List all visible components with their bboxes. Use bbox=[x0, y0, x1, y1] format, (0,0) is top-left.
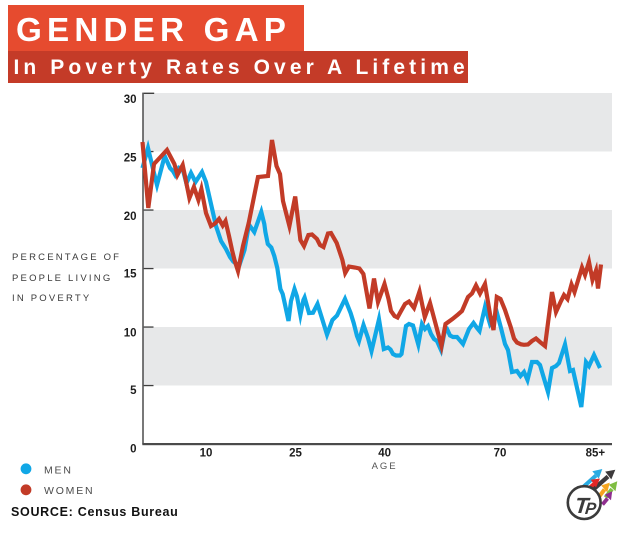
svg-text:25: 25 bbox=[289, 448, 302, 460]
svg-text:85+: 85+ bbox=[586, 448, 606, 460]
svg-text:0: 0 bbox=[130, 444, 136, 456]
svg-text:GENDER GAP: GENDER GAP bbox=[16, 12, 291, 49]
svg-text:SOURCE: Census Bureau: SOURCE: Census Bureau bbox=[11, 505, 179, 519]
svg-text:20: 20 bbox=[124, 211, 137, 223]
svg-text:15: 15 bbox=[124, 269, 137, 281]
svg-text:AGE: AGE bbox=[372, 461, 398, 472]
svg-text:T: T bbox=[574, 493, 593, 518]
svg-text:In Poverty Rates Over A Lifeti: In Poverty Rates Over A Lifetime bbox=[14, 56, 469, 79]
svg-text:PERCENTAGE OF: PERCENTAGE OF bbox=[12, 252, 121, 263]
svg-text:70: 70 bbox=[494, 448, 507, 460]
svg-text:MEN: MEN bbox=[44, 464, 73, 476]
svg-text:WOMEN: WOMEN bbox=[44, 485, 94, 497]
svg-text:IN POVERTY: IN POVERTY bbox=[12, 293, 91, 304]
svg-text:30: 30 bbox=[124, 94, 137, 106]
svg-text:5: 5 bbox=[130, 385, 137, 397]
svg-text:P: P bbox=[584, 499, 598, 518]
svg-text:10: 10 bbox=[124, 328, 137, 340]
svg-text:PEOPLE LIVING: PEOPLE LIVING bbox=[12, 273, 112, 284]
svg-text:10: 10 bbox=[200, 448, 213, 460]
svg-text:25: 25 bbox=[124, 153, 137, 165]
svg-text:40: 40 bbox=[378, 448, 391, 460]
